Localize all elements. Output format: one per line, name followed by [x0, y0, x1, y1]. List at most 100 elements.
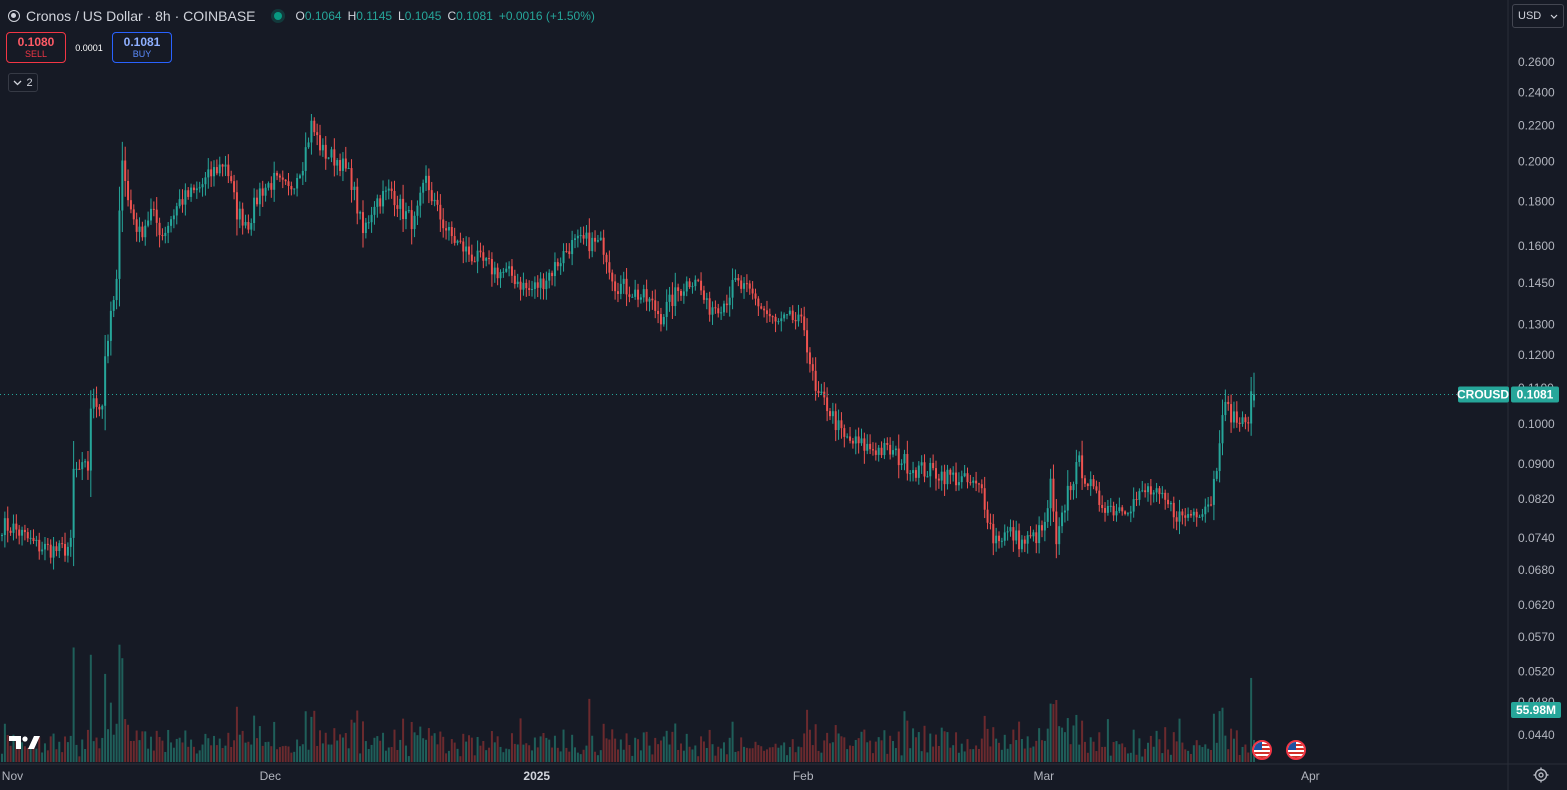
candle-body [1250, 391, 1253, 424]
us-flag-icon[interactable] [1286, 740, 1306, 760]
candle-body [1029, 535, 1032, 537]
candle-body [926, 476, 929, 478]
candle-body [382, 191, 385, 207]
volume-bar [407, 756, 410, 762]
candle-body [780, 318, 783, 322]
candle-body [1106, 505, 1109, 513]
volume-bar [164, 751, 167, 762]
candle-body [539, 278, 542, 288]
volume-bar [370, 744, 373, 762]
candle-body [115, 278, 118, 301]
volume-bar [213, 735, 216, 762]
candle-body [21, 529, 24, 536]
sell-button[interactable]: 0.1080 SELL [6, 32, 66, 63]
volume-bar [218, 738, 221, 762]
candle-body [330, 149, 333, 158]
candle-body [1035, 532, 1038, 544]
candle-body [849, 436, 852, 441]
volume-bar [393, 729, 396, 762]
open-label: O [295, 9, 305, 23]
volume-bar [966, 739, 969, 762]
candle-body [445, 228, 448, 231]
candle-body [1003, 532, 1006, 541]
volume-bars [1, 644, 1256, 762]
volume-bar [972, 749, 975, 762]
market-status-icon[interactable] [273, 12, 282, 20]
volume-bar [324, 732, 327, 762]
volume-bar [1227, 749, 1230, 762]
volume-bar [688, 746, 691, 762]
volume-bar [485, 750, 488, 762]
volume-bar [611, 729, 614, 762]
volume-bar [1069, 744, 1072, 762]
volume-bar [410, 721, 413, 762]
volume-bar [1098, 732, 1101, 762]
candle-body [1192, 511, 1195, 516]
volume-bar [553, 735, 556, 762]
volume-bar [75, 744, 78, 762]
buy-button[interactable]: 0.1081 BUY [112, 32, 172, 63]
candle-body [731, 279, 734, 298]
candle-body [1172, 502, 1175, 518]
y-tick-label: 0.1300 [1518, 318, 1555, 332]
volume-bar [1152, 746, 1155, 762]
candle-body [791, 310, 794, 320]
volume-bar [585, 745, 588, 762]
volume-bar [1158, 739, 1161, 762]
symbol-logo-icon[interactable] [8, 10, 20, 22]
candle-body [198, 187, 201, 189]
volume-bar [768, 747, 771, 762]
volume-bar [221, 748, 224, 762]
candle-body [416, 205, 419, 216]
volume-bar [1141, 756, 1144, 762]
volume-bar [1043, 740, 1046, 762]
symbol-title[interactable]: Cronos / US Dollar · 8h · COINBASE [26, 8, 256, 24]
volume-bar [525, 743, 528, 762]
volume-bar [980, 738, 983, 762]
volume-bar [1112, 742, 1115, 762]
candle-body [49, 544, 52, 558]
candle-body [129, 200, 132, 210]
volume-tag [1511, 702, 1561, 718]
volume-bar [382, 732, 385, 762]
volume-bar [811, 745, 814, 762]
last-price-tag [1511, 386, 1559, 403]
volume-bar [244, 742, 247, 762]
volume-bar [49, 736, 52, 762]
candle-body [1235, 411, 1238, 423]
candle-body [1152, 492, 1155, 495]
volume-bar [952, 745, 955, 762]
volume-bar [568, 751, 571, 762]
candle-body [579, 235, 582, 237]
currency-select[interactable]: USD [1512, 4, 1564, 28]
us-flag-icon[interactable] [1252, 740, 1272, 760]
tradingview-logo-icon[interactable] [9, 733, 41, 751]
candle-body [413, 215, 416, 230]
volume-bar [1244, 744, 1247, 762]
volume-bar [141, 731, 144, 762]
volume-tag-label: 55.98M [1516, 703, 1556, 717]
volume-bar [253, 715, 256, 762]
candle-body [1104, 508, 1107, 513]
gear-icon[interactable] [1532, 766, 1550, 784]
volume-bar [505, 748, 508, 762]
volume-bar [465, 741, 468, 762]
volume-bar [605, 738, 608, 762]
candle-body [370, 214, 373, 223]
candle-body [264, 187, 267, 196]
candle-body [800, 314, 803, 317]
indicators-toggle-button[interactable]: 2 [8, 73, 38, 92]
volume-bar [1026, 736, 1029, 762]
candle-body [774, 316, 777, 322]
volume-bar [608, 739, 611, 762]
volume-bar [929, 733, 932, 762]
candle-body [1178, 511, 1181, 522]
volume-bar [854, 739, 857, 762]
candle-body [940, 471, 943, 481]
candle-body [261, 188, 264, 196]
volume-bar [445, 753, 448, 762]
volume-bar [12, 734, 15, 762]
candle-body [1238, 422, 1241, 424]
